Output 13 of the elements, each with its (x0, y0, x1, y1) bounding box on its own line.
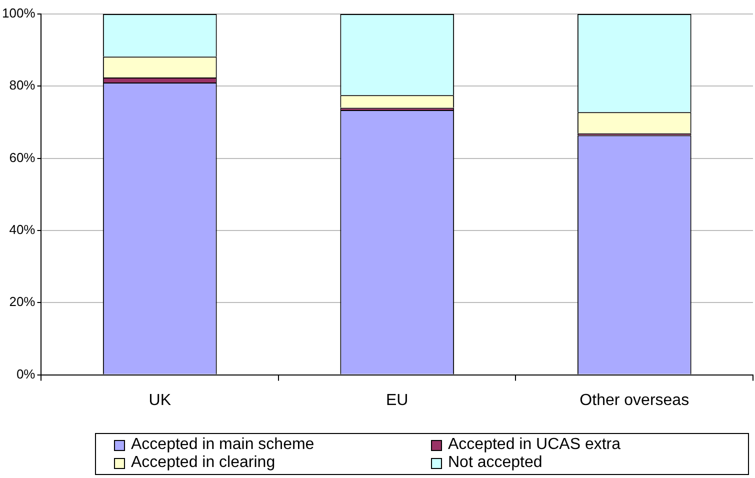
y-tick-label: 100% (2, 6, 36, 21)
y-tick-label: 40% (9, 222, 36, 238)
x-tick-label: Other overseas (580, 392, 690, 409)
legend-label: Accepted in clearing (131, 454, 276, 472)
legend-label: Accepted in main scheme (131, 436, 314, 454)
y-tick-label: 80% (9, 78, 36, 93)
x-tick-label: UK (148, 392, 172, 409)
legend-label: Accepted in UCAS extra (448, 436, 621, 454)
y-tick-label: 20% (9, 294, 36, 310)
x-tick-label: EU (386, 392, 408, 409)
legend-label: Not accepted (448, 454, 542, 472)
y-tick-label: 0% (16, 366, 36, 382)
y-tick-label: 60% (9, 150, 36, 165)
